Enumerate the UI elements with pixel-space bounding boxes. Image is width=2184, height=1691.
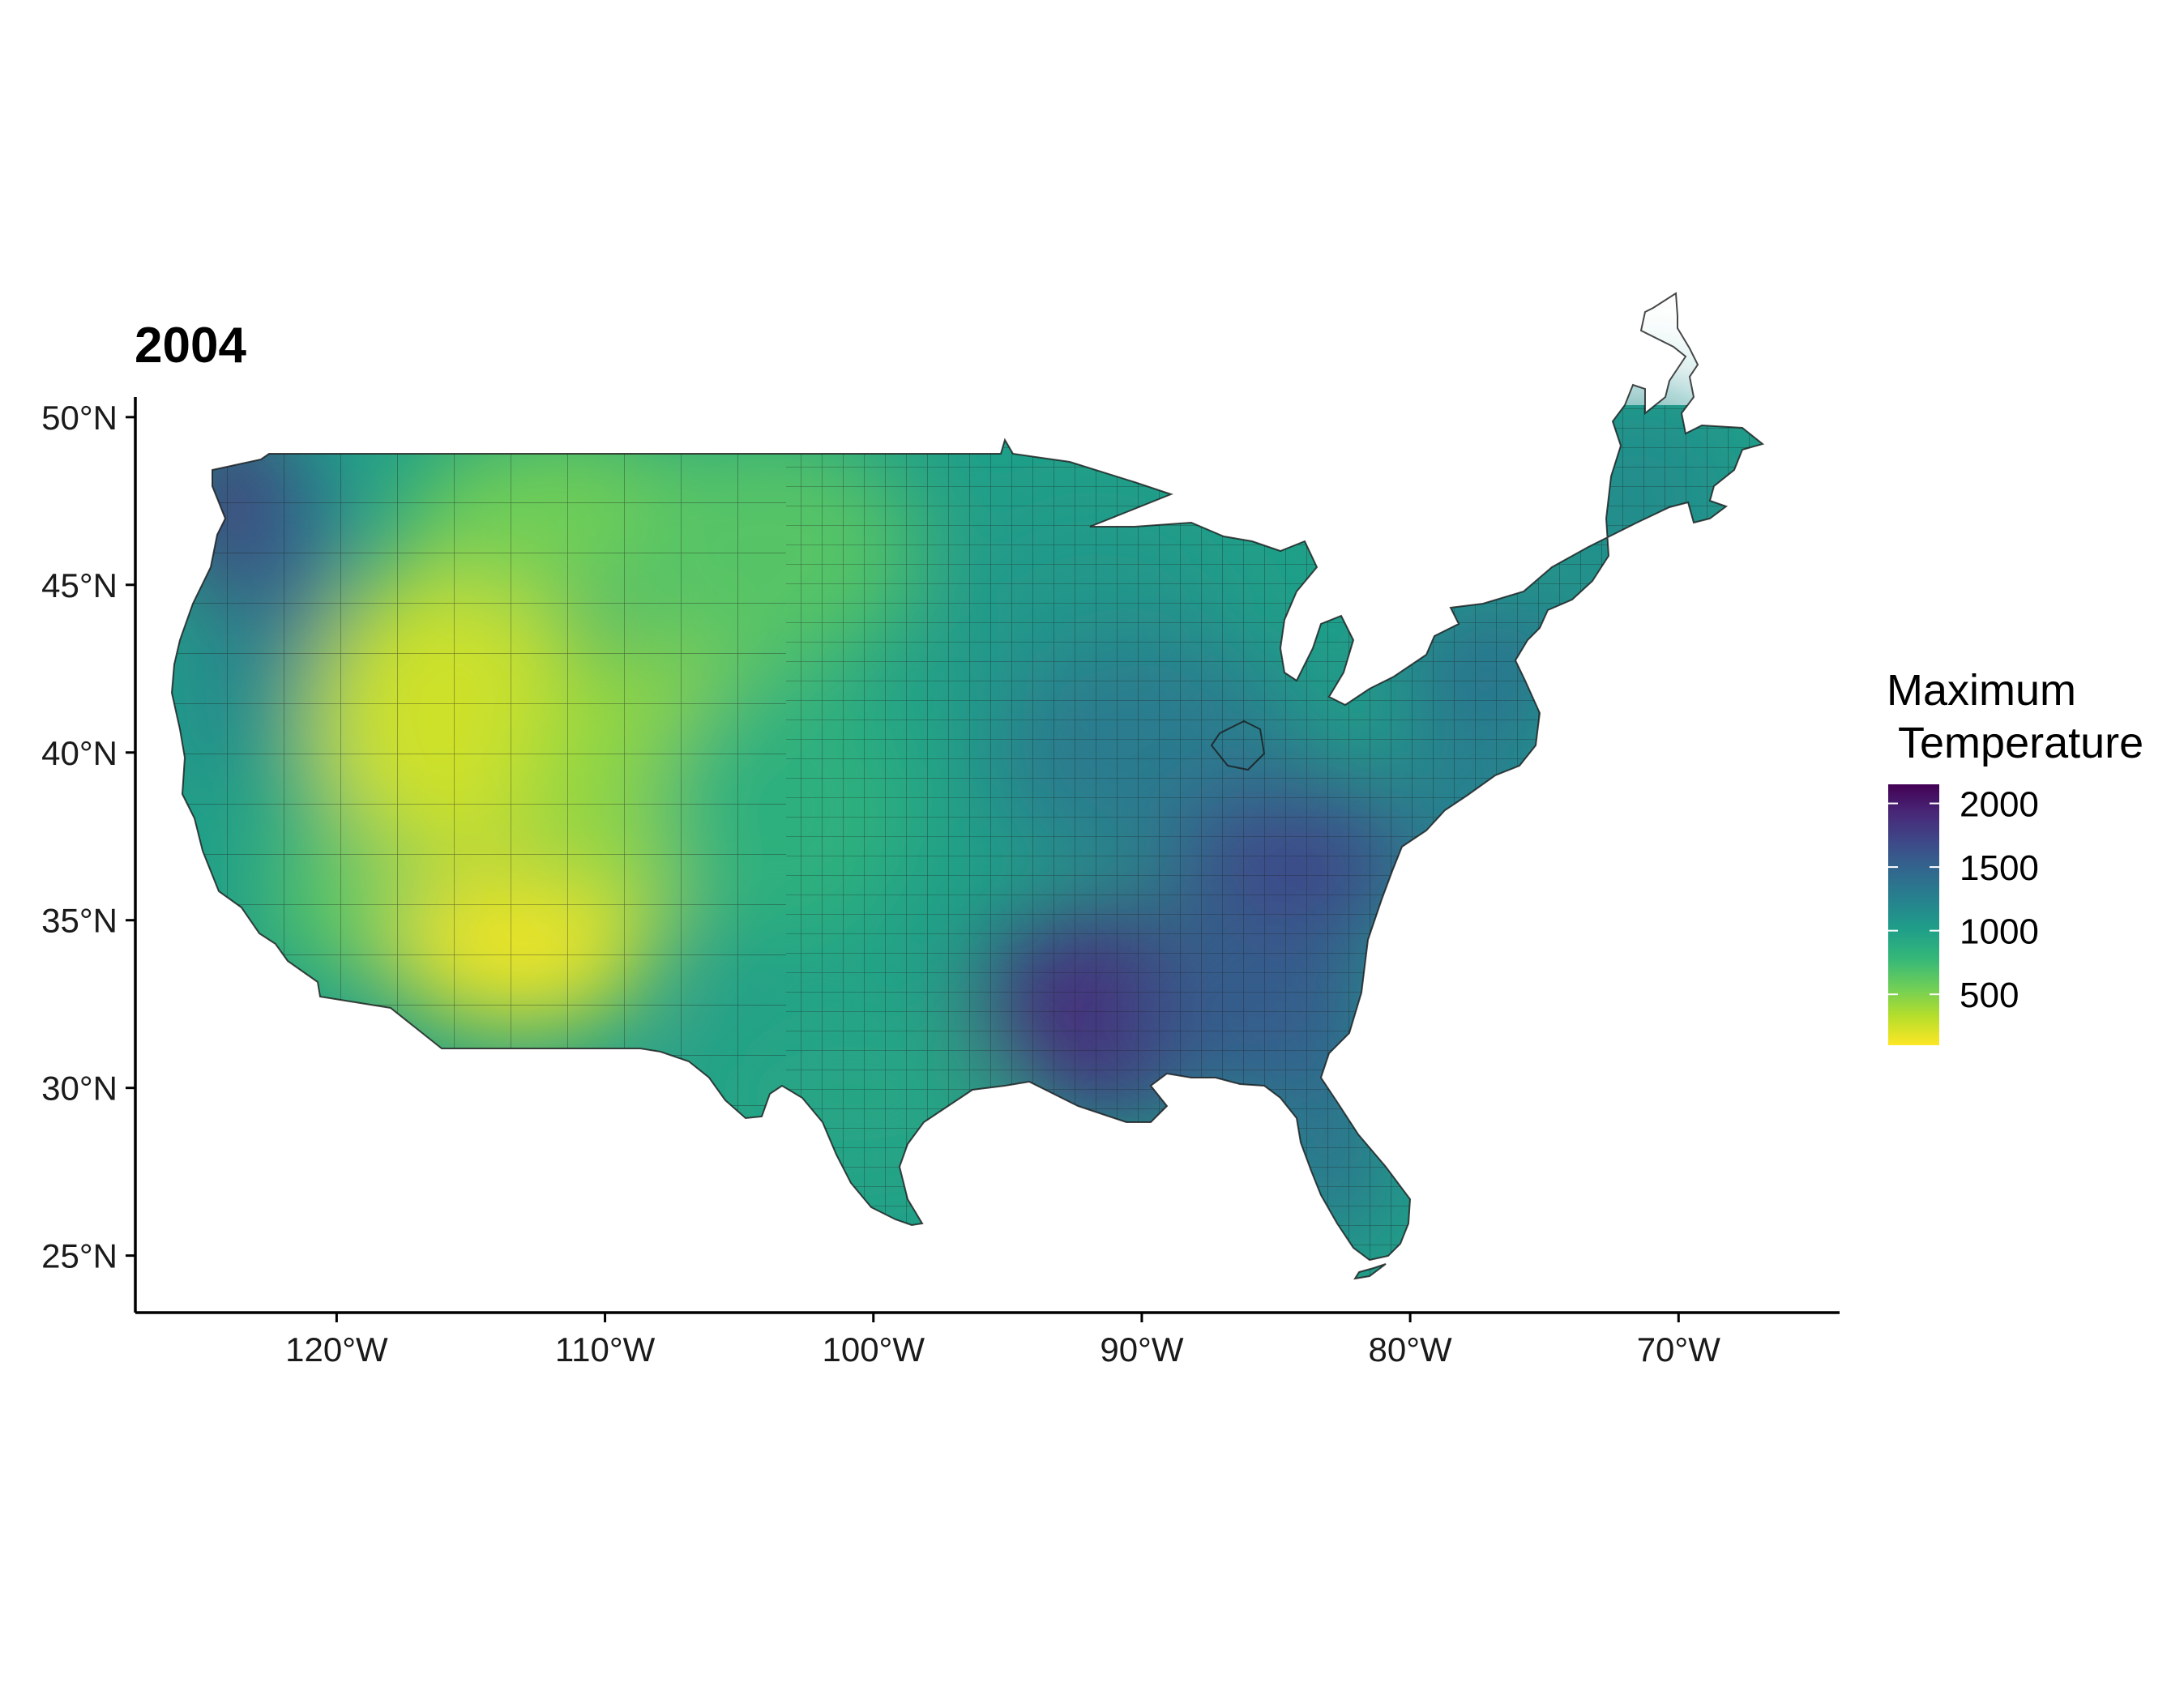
county-grid-west xyxy=(172,405,786,1279)
map-title: 2004 xyxy=(135,318,246,374)
us-county-map xyxy=(172,397,1763,1279)
legend-label: 1500 xyxy=(1960,848,2039,888)
x-tick-label: 110°W xyxy=(555,1330,656,1369)
y-tick-label: 45°N xyxy=(41,566,118,604)
us-outline xyxy=(170,292,1765,1280)
y-tick-label: 50°N xyxy=(41,399,118,437)
legend-label: 500 xyxy=(1960,976,2019,1015)
y-tick-label: 25°N xyxy=(41,1237,118,1275)
county-grid-east xyxy=(786,405,1763,1279)
y-tick-label: 40°N xyxy=(41,734,118,772)
x-tick-label: 100°W xyxy=(822,1330,925,1369)
x-tick-label: 70°W xyxy=(1637,1330,1721,1369)
legend-label: 1000 xyxy=(1960,912,2039,952)
y-tick-label: 35°N xyxy=(41,902,118,940)
x-tick-label: 80°W xyxy=(1369,1330,1453,1369)
legend-label: 2000 xyxy=(1960,785,2039,825)
legend-colorbar xyxy=(1888,784,1939,1045)
axes: 50°N 45°N 40°N 35°N 30°N 25°N 120°W 110°W 100°W… xyxy=(41,397,1840,1369)
legend-title-line2: Temperature xyxy=(1887,719,2143,767)
legend-title-line1: Maximum xyxy=(1887,666,2076,715)
x-tick-label: 90°W xyxy=(1100,1330,1184,1369)
legend: Maximum Temperature 2000 1500 1000 500 xyxy=(1887,666,2143,1045)
y-tick-label: 30°N xyxy=(41,1070,118,1108)
x-tick-label: 120°W xyxy=(285,1330,388,1369)
